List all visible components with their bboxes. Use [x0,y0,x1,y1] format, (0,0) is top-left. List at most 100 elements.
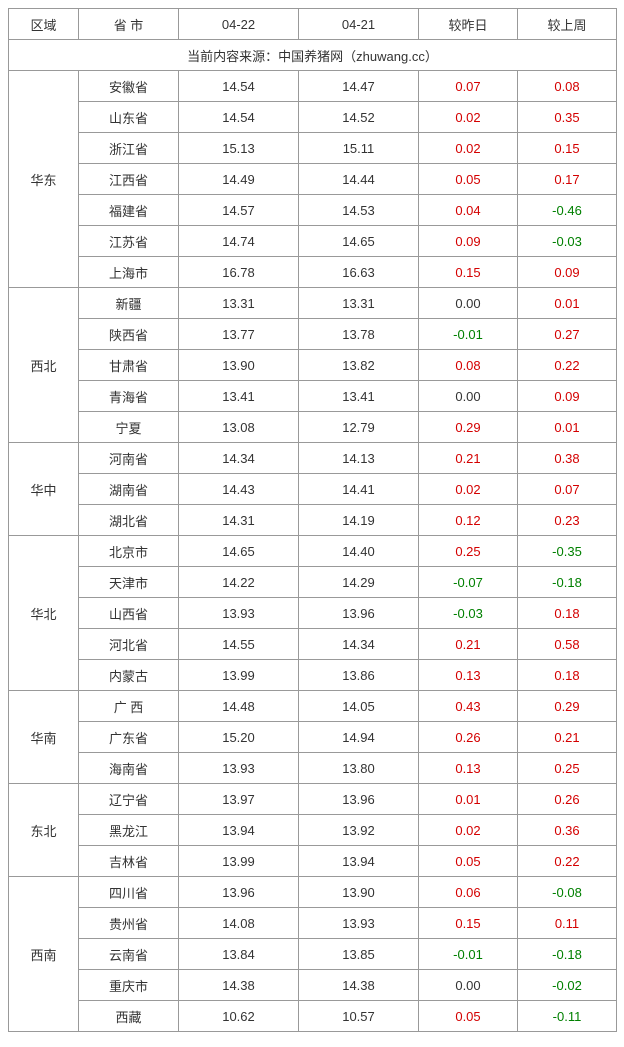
delta-week: 0.17 [518,164,617,195]
province-cell: 海南省 [79,753,179,784]
province-cell: 福建省 [79,195,179,226]
region-cell: 西南 [9,877,79,1032]
delta-day: 0.02 [419,102,518,133]
table-row: 广东省15.2014.940.260.21 [9,722,617,753]
delta-day: 0.01 [419,784,518,815]
value-today: 13.96 [179,877,299,908]
delta-week: 0.01 [518,412,617,443]
province-cell: 内蒙古 [79,660,179,691]
province-cell: 河北省 [79,629,179,660]
value-yesterday: 13.96 [299,598,419,629]
delta-week: 0.18 [518,660,617,691]
region-cell: 东北 [9,784,79,877]
delta-week: 0.01 [518,288,617,319]
header-row: 区域 省 市 04-22 04-21 较昨日 较上周 [9,9,617,40]
value-yesterday: 14.41 [299,474,419,505]
value-yesterday: 14.53 [299,195,419,226]
delta-week: 0.26 [518,784,617,815]
table-row: 天津市14.2214.29-0.07-0.18 [9,567,617,598]
delta-week: -0.08 [518,877,617,908]
delta-week: 0.23 [518,505,617,536]
table-row: 海南省13.9313.800.130.25 [9,753,617,784]
delta-week: 0.29 [518,691,617,722]
value-today: 13.97 [179,784,299,815]
delta-week: 0.36 [518,815,617,846]
col-province: 省 市 [79,9,179,40]
delta-day: 0.26 [419,722,518,753]
table-row: 河北省14.5514.340.210.58 [9,629,617,660]
value-today: 13.94 [179,815,299,846]
delta-week: 0.18 [518,598,617,629]
delta-week: 0.22 [518,350,617,381]
province-cell: 北京市 [79,536,179,567]
delta-day: 0.13 [419,753,518,784]
province-cell: 黑龙江 [79,815,179,846]
table-row: 吉林省13.9913.940.050.22 [9,846,617,877]
value-yesterday: 13.93 [299,908,419,939]
value-yesterday: 12.79 [299,412,419,443]
delta-day: 0.08 [419,350,518,381]
value-today: 14.65 [179,536,299,567]
value-today: 16.78 [179,257,299,288]
region-cell: 华中 [9,443,79,536]
table-row: 西南四川省13.9613.900.06-0.08 [9,877,617,908]
value-yesterday: 14.40 [299,536,419,567]
province-cell: 吉林省 [79,846,179,877]
col-vs-yesterday: 较昨日 [419,9,518,40]
value-today: 13.93 [179,598,299,629]
delta-day: 0.13 [419,660,518,691]
value-today: 14.49 [179,164,299,195]
delta-week: -0.03 [518,226,617,257]
table-row: 山西省13.9313.96-0.030.18 [9,598,617,629]
value-today: 15.20 [179,722,299,753]
value-today: 13.99 [179,660,299,691]
price-table: 区域 省 市 04-22 04-21 较昨日 较上周 当前内容来源：中国养猪网（… [8,8,617,1032]
delta-day: 0.06 [419,877,518,908]
value-today: 14.48 [179,691,299,722]
province-cell: 广东省 [79,722,179,753]
value-yesterday: 13.78 [299,319,419,350]
value-today: 14.55 [179,629,299,660]
region-cell: 华北 [9,536,79,691]
value-today: 14.74 [179,226,299,257]
table-row: 山东省14.5414.520.020.35 [9,102,617,133]
province-cell: 江苏省 [79,226,179,257]
table-row: 湖北省14.3114.190.120.23 [9,505,617,536]
delta-day: 0.02 [419,474,518,505]
value-yesterday: 14.47 [299,71,419,102]
province-cell: 安徽省 [79,71,179,102]
province-cell: 重庆市 [79,970,179,1001]
col-date2: 04-21 [299,9,419,40]
delta-day: 0.00 [419,970,518,1001]
delta-day: 0.02 [419,133,518,164]
delta-week: 0.09 [518,381,617,412]
table-row: 华南广 西14.4814.050.430.29 [9,691,617,722]
value-today: 13.84 [179,939,299,970]
delta-week: 0.35 [518,102,617,133]
table-row: 浙江省15.1315.110.020.15 [9,133,617,164]
value-yesterday: 13.92 [299,815,419,846]
value-today: 10.62 [179,1001,299,1032]
table-body: 华东安徽省14.5414.470.070.08山东省14.5414.520.02… [9,71,617,1032]
delta-week: -0.46 [518,195,617,226]
value-yesterday: 14.34 [299,629,419,660]
value-today: 13.41 [179,381,299,412]
table-row: 华东安徽省14.5414.470.070.08 [9,71,617,102]
delta-day: 0.29 [419,412,518,443]
value-yesterday: 13.86 [299,660,419,691]
value-yesterday: 13.94 [299,846,419,877]
value-yesterday: 14.05 [299,691,419,722]
value-today: 13.31 [179,288,299,319]
table-row: 重庆市14.3814.380.00-0.02 [9,970,617,1001]
delta-day: 0.43 [419,691,518,722]
delta-day: 0.25 [419,536,518,567]
province-cell: 四川省 [79,877,179,908]
delta-day: 0.04 [419,195,518,226]
province-cell: 江西省 [79,164,179,195]
province-cell: 贵州省 [79,908,179,939]
value-today: 14.38 [179,970,299,1001]
value-today: 14.31 [179,505,299,536]
value-today: 14.43 [179,474,299,505]
province-cell: 辽宁省 [79,784,179,815]
value-yesterday: 14.13 [299,443,419,474]
